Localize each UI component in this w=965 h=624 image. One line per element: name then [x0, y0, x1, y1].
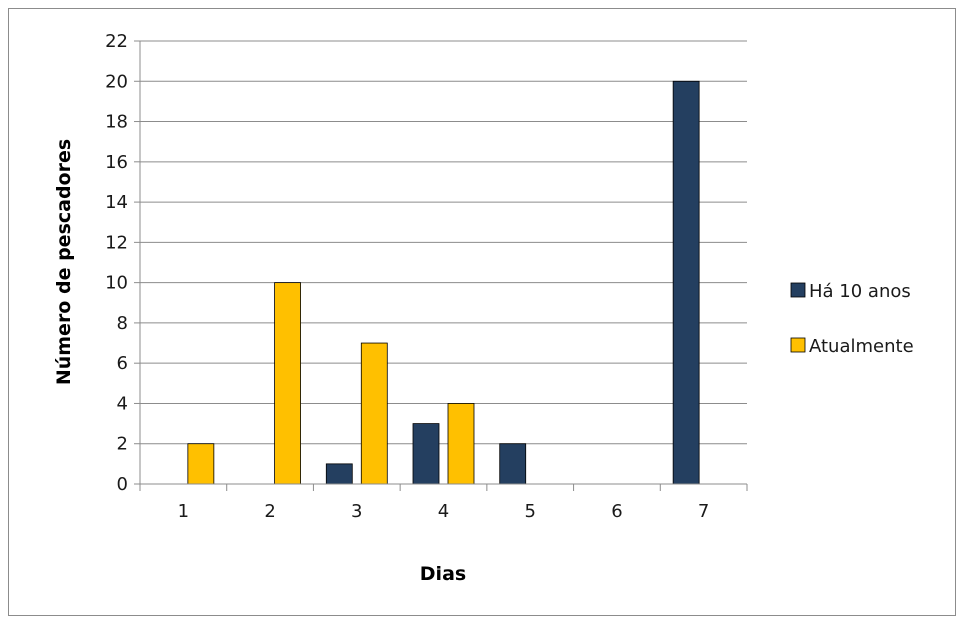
bar-atualmente-day-4: [447, 403, 475, 485]
x-tick-label: 5: [524, 501, 535, 522]
axes: [139, 41, 748, 491]
x-axis-title: Dias: [420, 563, 466, 585]
y-tick-label: 8: [117, 313, 128, 334]
y-tick-label: 0: [117, 474, 128, 495]
y-tick-label: 20: [105, 71, 128, 92]
x-tick-label: 7: [698, 501, 709, 522]
y-tick-label: 6: [117, 353, 128, 374]
x-tick-label: 4: [438, 501, 449, 522]
bar-atualmente-day-3: [360, 342, 388, 485]
bars: [187, 80, 700, 485]
bar-ha-10-anos-day-3: [325, 463, 353, 485]
legend-swatch-atualmente: [790, 337, 806, 353]
bar-atualmente-day-1: [187, 443, 215, 485]
legend-swatch-ha-10-anos: [790, 282, 806, 298]
x-tick-label: 1: [178, 501, 189, 522]
y-tick-label: 10: [105, 273, 128, 294]
bar-atualmente-day-2: [274, 282, 301, 485]
y-tick-label: 22: [105, 31, 128, 52]
x-tick-label: 6: [611, 501, 622, 522]
grid-lines: [134, 40, 747, 485]
x-tick-labels: 1 2 3 4 5 6 7: [178, 501, 710, 522]
y-tick-label: 14: [105, 192, 128, 213]
y-tick-label: 16: [105, 152, 128, 173]
bar-ha-10-anos-day-7: [672, 80, 700, 485]
x-tick-label: 3: [351, 501, 362, 522]
y-tick-labels: 0 2 4 6 8 10 12 14 16 18 20 22: [105, 31, 128, 495]
y-tick-label: 12: [105, 232, 128, 253]
x-tick-label: 2: [264, 501, 275, 522]
y-tick-label: 4: [117, 393, 128, 414]
legend-label-ha-10-anos: Há 10 anos: [809, 281, 911, 302]
legend: Há 10 anos Atualmente: [790, 281, 914, 357]
bar-ha-10-anos-day-4: [412, 423, 440, 485]
legend-label-atualmente: Atualmente: [809, 336, 914, 357]
chart-frame: [8, 8, 956, 616]
bar-ha-10-anos-day-5: [499, 443, 527, 485]
y-axis-title: Número de pescadores: [53, 139, 75, 385]
y-tick-label: 2: [117, 434, 128, 455]
y-tick-label: 18: [105, 112, 128, 133]
